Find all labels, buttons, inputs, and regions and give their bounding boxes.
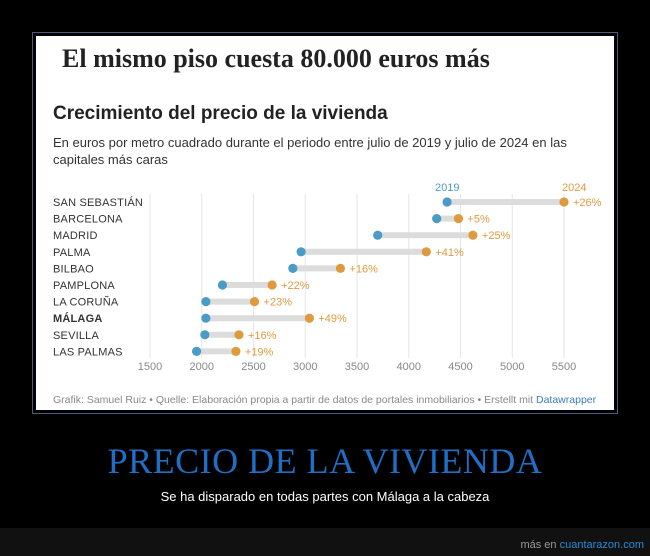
chart-card: El mismo piso cuesta 80.000 euros más Cr… — [36, 36, 614, 410]
x-tick-label: 1500 — [138, 361, 162, 373]
change-label: +16% — [248, 330, 277, 342]
category-label: LA CORUÑA — [53, 296, 119, 309]
category-label: PAMPLONA — [53, 280, 115, 292]
category-label: MÁLAGA — [53, 312, 102, 325]
dumbbell-chart: 1500 2000 2500 3000 3500 4000 4500 5000 5500 2019… — [53, 182, 602, 373]
x-tick-label: 2000 — [190, 361, 214, 373]
category-label: BILBAO — [53, 263, 94, 275]
category-label: MADRID — [53, 230, 98, 242]
x-tick-label: 2500 — [241, 361, 265, 373]
point-2024 — [267, 280, 277, 290]
category-label: LAS PALMAS — [53, 346, 123, 358]
point-2024 — [249, 297, 260, 307]
point-2024 — [559, 197, 569, 207]
chart-title: Crecimiento del precio de la vivienda — [53, 103, 388, 124]
point-2019 — [201, 313, 211, 323]
site-link[interactable]: cuantarazon.com — [559, 539, 644, 551]
datawrapper-link[interactable]: Datawrapper — [536, 394, 597, 406]
change-label: +49% — [318, 313, 347, 325]
point-2024 — [234, 330, 244, 340]
point-2024 — [304, 313, 314, 323]
point-2019 — [373, 230, 383, 240]
change-label: +41% — [435, 247, 464, 259]
point-2024 — [421, 247, 431, 257]
bottom-bar — [0, 528, 650, 556]
x-tick-label: 3500 — [345, 361, 369, 373]
x-tick-label: 4000 — [397, 361, 421, 373]
point-2024 — [453, 214, 464, 224]
point-2019 — [191, 346, 202, 356]
point-2024 — [231, 346, 241, 356]
point-2019 — [442, 197, 452, 207]
x-tick-label: 4500 — [448, 361, 472, 373]
category-label: PALMA — [53, 247, 91, 259]
change-label: +5% — [467, 214, 490, 226]
point-2019 — [296, 247, 306, 257]
site-credit: más en cuantarazon.com — [520, 539, 644, 551]
legend-2024: 2024 — [562, 182, 586, 194]
point-2024 — [468, 230, 478, 240]
change-label: +19% — [245, 346, 274, 358]
change-label: +25% — [482, 230, 511, 242]
change-label: +22% — [281, 280, 310, 292]
point-2019 — [200, 330, 210, 340]
x-tick-label: 5000 — [500, 361, 524, 373]
footer-source: Grafik: Samuel Ruiz • Quelle: Elaboració… — [53, 394, 534, 406]
credit-prefix: más en — [520, 539, 557, 551]
chart-footer: Grafik: Samuel Ruiz • Quelle: Elaboració… — [53, 394, 596, 406]
headline: El mismo piso cuesta 80.000 euros más — [62, 44, 490, 73]
chart-subtitle: En euros por metro cuadrado durante el p… — [53, 135, 567, 167]
caption-title: PRECIO DE LA VIVIENDA — [107, 441, 543, 481]
legend-2019: 2019 — [435, 182, 459, 194]
point-2019 — [288, 263, 298, 273]
image-frame: El mismo piso cuesta 80.000 euros más Cr… — [32, 32, 618, 414]
point-2019 — [432, 214, 442, 224]
x-tick-label: 3000 — [293, 361, 317, 373]
change-label: +16% — [349, 263, 378, 275]
category-label: SAN SEBASTIÁN — [53, 196, 143, 209]
point-2019 — [201, 297, 211, 307]
category-label: BARCELONA — [53, 214, 123, 226]
category-label: SEVILLA — [53, 330, 100, 342]
point-2019 — [217, 280, 228, 290]
point-2024 — [335, 263, 346, 273]
x-tick-label: 5500 — [552, 361, 576, 373]
change-label: +23% — [264, 297, 293, 309]
caption-subtitle: Se ha disparado en todas partes con Mála… — [160, 489, 490, 504]
change-label: +26% — [573, 197, 602, 209]
